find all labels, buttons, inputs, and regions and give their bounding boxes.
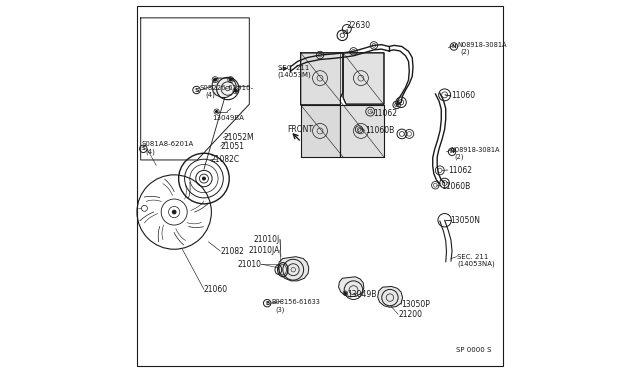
Polygon shape	[343, 53, 384, 104]
Text: (2): (2)	[460, 49, 470, 55]
Text: (4): (4)	[205, 91, 215, 98]
Text: 11062: 11062	[374, 109, 397, 118]
Text: N: N	[450, 149, 454, 154]
Text: 21082: 21082	[220, 247, 244, 256]
Text: 21200: 21200	[398, 310, 422, 319]
Circle shape	[344, 292, 346, 294]
Text: (14053M): (14053M)	[278, 71, 311, 78]
Text: 21051: 21051	[221, 142, 244, 151]
Text: 11062: 11062	[448, 166, 472, 174]
Circle shape	[202, 177, 205, 180]
Polygon shape	[340, 105, 384, 157]
Text: 22630: 22630	[347, 21, 371, 30]
Text: S: S	[194, 87, 199, 93]
Text: 11060B: 11060B	[441, 182, 470, 190]
Text: 13049B: 13049B	[348, 290, 377, 299]
Text: S081A8-6201A: S081A8-6201A	[141, 141, 194, 147]
Text: 13050N: 13050N	[451, 216, 481, 225]
Text: (14053NA): (14053NA)	[457, 260, 495, 267]
Polygon shape	[378, 286, 403, 307]
Text: 21052M: 21052M	[223, 133, 254, 142]
Text: 21010: 21010	[237, 260, 261, 269]
Text: SEC. 211: SEC. 211	[457, 254, 488, 260]
Circle shape	[172, 210, 176, 214]
Text: N: N	[452, 44, 456, 49]
Text: FRONT: FRONT	[287, 125, 314, 134]
Text: SP 0000 S: SP 0000 S	[456, 347, 491, 353]
Text: (3): (3)	[275, 306, 285, 313]
Polygon shape	[212, 78, 236, 97]
Polygon shape	[339, 277, 364, 297]
Text: 21060: 21060	[204, 285, 228, 294]
Circle shape	[214, 78, 216, 81]
Text: 21082C: 21082C	[211, 155, 239, 164]
Text: B: B	[265, 301, 269, 306]
Text: 21010JA: 21010JA	[248, 246, 280, 255]
Text: 11060: 11060	[451, 92, 476, 100]
Polygon shape	[278, 257, 309, 281]
Circle shape	[229, 78, 232, 81]
Text: S08226-61910-: S08226-61910-	[200, 85, 253, 91]
Text: 21010J: 21010J	[253, 235, 280, 244]
Text: 11060B: 11060B	[365, 126, 394, 135]
Text: 13049BA: 13049BA	[212, 115, 244, 121]
Text: S: S	[141, 146, 145, 151]
Text: 13050P: 13050P	[401, 300, 430, 309]
Polygon shape	[301, 53, 343, 105]
Text: B08156-61633: B08156-61633	[271, 299, 320, 305]
Text: SEC. 211: SEC. 211	[278, 65, 309, 71]
Text: N08918-3081A: N08918-3081A	[450, 147, 500, 153]
Text: (4): (4)	[145, 148, 155, 155]
Circle shape	[234, 89, 237, 92]
Circle shape	[216, 110, 218, 113]
Polygon shape	[301, 105, 340, 157]
Text: N08918-3081A: N08918-3081A	[458, 42, 507, 48]
Text: (2): (2)	[454, 154, 464, 160]
